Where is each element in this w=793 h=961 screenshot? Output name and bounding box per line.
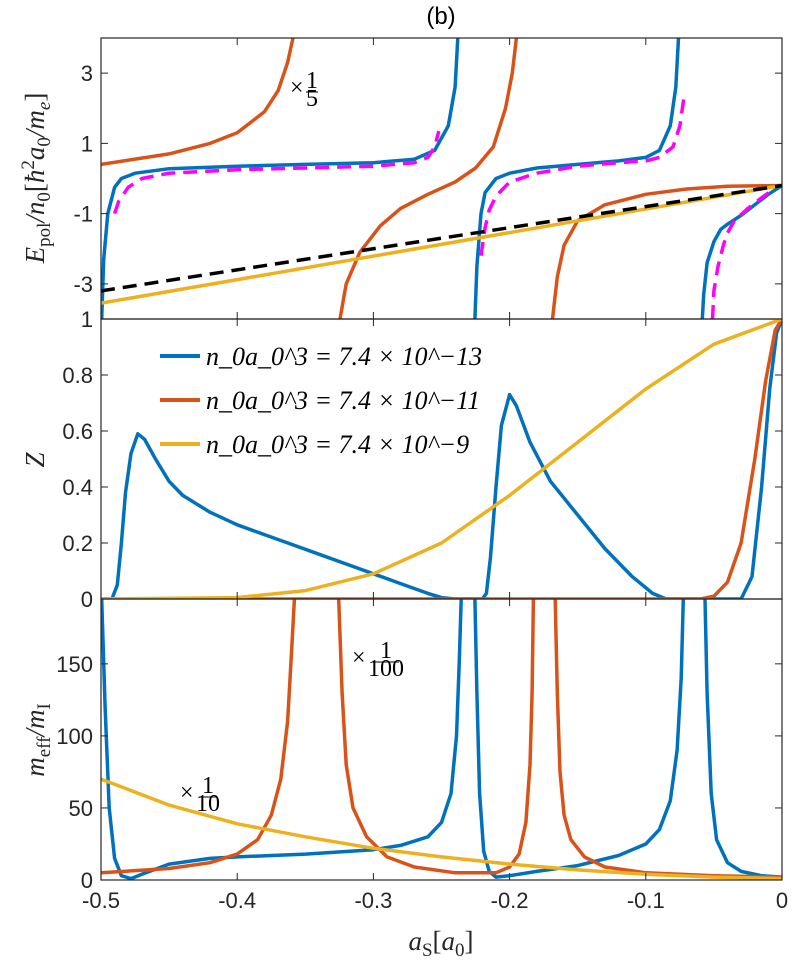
legend: n_0a_0^3 = 7.4 × 10^−13 n_0a_0^3 = 7.4 × … bbox=[160, 342, 482, 459]
series-magenta-dashed-segment-0 bbox=[112, 130, 441, 215]
panel-top: -3 -1 1 3 × 1 5 bbox=[73, 37, 783, 320]
xtick-label: -0.1 bbox=[627, 888, 665, 913]
svg-text:1: 1 bbox=[380, 638, 392, 664]
svg-text:5: 5 bbox=[306, 86, 318, 112]
ytick-label: 0.8 bbox=[62, 363, 93, 388]
series-magenta-dashed-segment-2 bbox=[710, 189, 773, 319]
ytick-label: 100 bbox=[56, 724, 93, 749]
series-n0a0-3-7-4e-11-segment-0 bbox=[101, 319, 782, 599]
ytick-label: 0.4 bbox=[62, 475, 93, 500]
ytick-label: -1 bbox=[73, 202, 93, 227]
svg-text:meff/mI: meff/mI bbox=[20, 703, 55, 777]
series-red-segment-1 bbox=[338, 38, 519, 319]
series-red-segment-2 bbox=[550, 183, 782, 319]
series-black-dashed-segment-0 bbox=[101, 183, 782, 293]
ytick-label: 150 bbox=[56, 652, 93, 677]
legend-label: n_0a_0^3 = 7.4 × 10^−13 bbox=[206, 342, 482, 371]
series-red-segment-2 bbox=[553, 599, 782, 879]
top-scale-annotation: × 1 5 bbox=[290, 68, 318, 112]
series-magenta-dashed-segment-1 bbox=[479, 97, 686, 257]
ytick-label: 0.6 bbox=[62, 419, 93, 444]
svg-text:1: 1 bbox=[202, 773, 214, 799]
panel-bottom: 0 50 100 150 -0.5 -0.4 -0.3 -0.2 -0.1 0 × 1 100 ×… bbox=[56, 598, 788, 913]
series-yellow-segment-0 bbox=[101, 183, 782, 305]
series-red-segment-0 bbox=[101, 599, 297, 875]
xtick-label: -0.3 bbox=[354, 888, 392, 913]
top-ylabel: Epol/n0[ħ2a0/me] bbox=[18, 93, 55, 265]
svg-text:100: 100 bbox=[368, 656, 404, 682]
series-red-segment-0 bbox=[101, 38, 295, 167]
series-blue-segment-0 bbox=[101, 599, 463, 880]
xtick-label: -0.4 bbox=[218, 888, 256, 913]
x-axis-label: aS[a0] bbox=[408, 926, 473, 961]
series-blue-segment-1 bbox=[473, 599, 686, 879]
series-red-segment-1 bbox=[336, 599, 536, 875]
series-n0a0-3-7-4e-9-segment-0 bbox=[101, 319, 782, 599]
series-blue-segment-0 bbox=[101, 38, 460, 319]
xtick-label: 0 bbox=[776, 888, 788, 913]
svg-text:×: × bbox=[352, 645, 366, 671]
svg-text:Epol/n0[ħ2a0/me]: Epol/n0[ħ2a0/me] bbox=[18, 93, 55, 265]
legend-label: n_0a_0^3 = 7.4 × 10^−9 bbox=[206, 430, 469, 459]
svg-text:aS[a0]: aS[a0] bbox=[408, 926, 473, 961]
series-blue-segment-2 bbox=[703, 599, 782, 879]
panel-middle: 00.20.40.60.81 n_0a_0^3 = 7.4 × 10^−13n_… bbox=[62, 307, 783, 612]
svg-text:×: × bbox=[290, 75, 304, 101]
bottom-scale-annotation-100: × 1 100 bbox=[352, 638, 404, 682]
ytick-label: 1 bbox=[81, 307, 93, 332]
ytick-label: 0 bbox=[81, 587, 93, 612]
xtick-label: -0.5 bbox=[82, 888, 120, 913]
ytick-label: -3 bbox=[73, 272, 93, 297]
ytick-label: 1 bbox=[81, 131, 93, 156]
chart-title: (b) bbox=[426, 3, 455, 30]
svg-text:Z: Z bbox=[20, 452, 50, 468]
bottom-ylabel: meff/mI bbox=[20, 703, 55, 777]
svg-text:1: 1 bbox=[306, 68, 318, 94]
ytick-label: 0.2 bbox=[62, 531, 93, 556]
ytick-label: 3 bbox=[81, 61, 93, 86]
legend-label: n_0a_0^3 = 7.4 × 10^−11 bbox=[206, 386, 480, 415]
series-yellow-segment-0 bbox=[101, 777, 782, 880]
ytick-label: 50 bbox=[69, 796, 93, 821]
svg-text:10: 10 bbox=[196, 791, 220, 817]
series-blue-segment-2 bbox=[700, 184, 782, 319]
xtick-label: -0.2 bbox=[491, 888, 529, 913]
ytick-label: 0 bbox=[81, 868, 93, 893]
series-blue-segment-1 bbox=[473, 38, 681, 319]
bottom-scale-annotation-10: × 1 10 bbox=[180, 773, 220, 817]
svg-text:×: × bbox=[180, 780, 194, 806]
middle-ylabel: Z bbox=[20, 452, 50, 468]
